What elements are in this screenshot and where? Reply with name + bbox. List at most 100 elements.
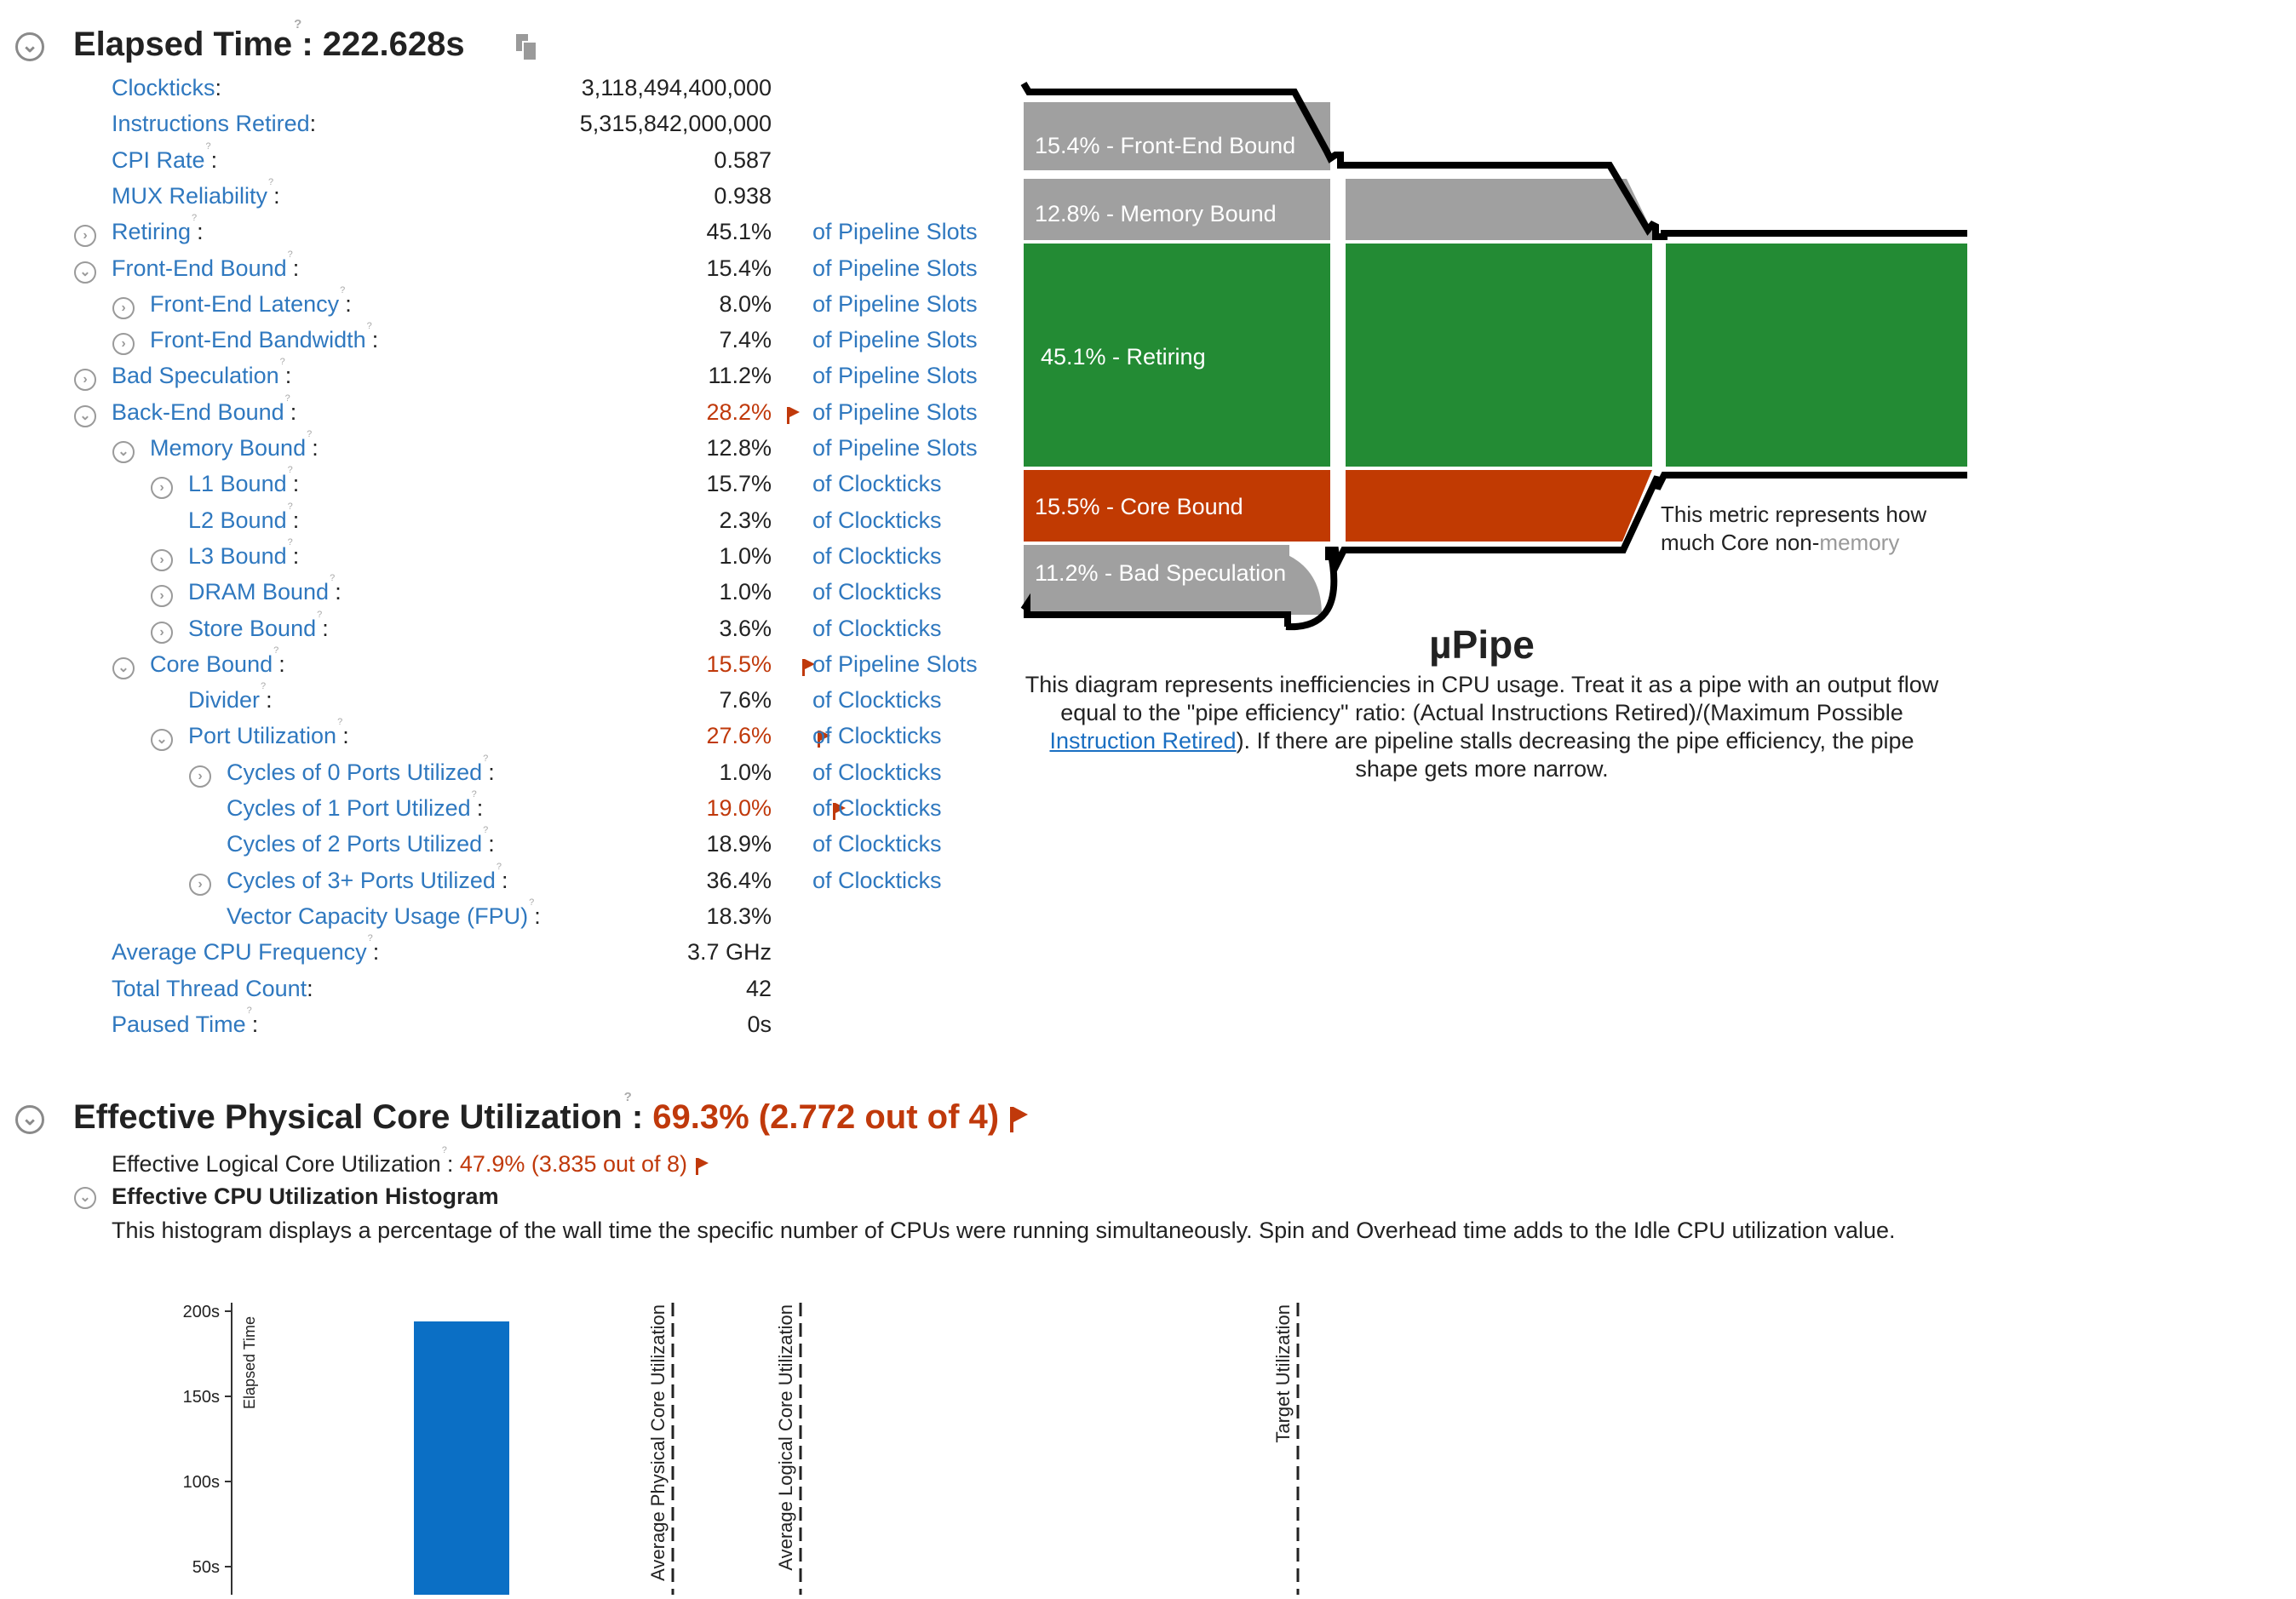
metric-label[interactable]: Clockticks xyxy=(112,75,215,100)
metric-toggle[interactable]: ⌄ xyxy=(74,261,96,284)
metric-toggle[interactable]: › xyxy=(74,369,96,391)
metric-unit[interactable]: of Clockticks xyxy=(812,831,942,857)
metric-unit[interactable]: of Pipeline Slots xyxy=(812,291,978,317)
metric-unit[interactable]: of Clockticks xyxy=(812,759,942,785)
metric-unit[interactable]: of Clockticks xyxy=(812,616,942,641)
metric-label[interactable]: CPI Rate xyxy=(112,147,205,173)
help-icon[interactable]: ? xyxy=(287,249,293,260)
metric-label[interactable]: Paused Time xyxy=(112,1012,246,1037)
upipe-label-retiring[interactable]: 45.1% - Retiring xyxy=(1041,344,1206,370)
help-icon[interactable]: ? xyxy=(366,321,372,331)
metric-label[interactable]: Front-End Latency xyxy=(150,291,340,317)
metric-label[interactable]: Bad Speculation xyxy=(112,363,279,388)
instruction-retired-link[interactable]: Instruction Retired xyxy=(1049,728,1237,754)
metric-label[interactable]: Cycles of 0 Ports Utilized xyxy=(227,759,483,785)
metric-unit[interactable]: of Clockticks xyxy=(812,507,942,533)
help-icon[interactable]: ? xyxy=(273,645,279,656)
metric-unit[interactable]: of Pipeline Slots xyxy=(812,435,978,461)
help-icon[interactable]: ? xyxy=(307,429,313,439)
help-icon[interactable]: ? xyxy=(284,393,290,404)
help-icon[interactable]: ? xyxy=(483,825,489,835)
help-icon[interactable]: ? xyxy=(192,213,198,223)
help-icon[interactable]: ? xyxy=(471,789,477,800)
metric-toggle[interactable]: › xyxy=(189,765,211,788)
metric-unit[interactable]: of Clockticks xyxy=(812,723,942,748)
help-icon[interactable]: ? xyxy=(529,897,535,908)
metric-toggle[interactable]: › xyxy=(151,585,173,607)
metric-label[interactable]: Back-End Bound xyxy=(112,399,284,425)
help-icon[interactable]: ? xyxy=(317,610,323,620)
histogram-bar[interactable] xyxy=(414,1321,509,1595)
metric-unit[interactable]: of Pipeline Slots xyxy=(812,651,978,677)
metric-toggle[interactable]: › xyxy=(112,333,135,355)
metric-toggle[interactable]: ⌄ xyxy=(74,405,96,427)
metric-label[interactable]: Port Utilization xyxy=(188,723,337,748)
metric-toggle[interactable]: › xyxy=(112,297,135,319)
metric-label[interactable]: L2 Bound xyxy=(188,507,287,533)
metric-label[interactable]: Core Bound xyxy=(150,651,273,677)
metric-unit[interactable]: of Clockticks xyxy=(812,868,942,893)
metric-toggle[interactable]: › xyxy=(151,477,173,499)
copy-icon[interactable] xyxy=(516,34,537,61)
metric-toggle[interactable]: › xyxy=(151,622,173,644)
metric-unit[interactable]: of Pipeline Slots xyxy=(812,255,978,281)
help-icon[interactable]: ? xyxy=(330,573,336,583)
metric-unit[interactable]: of Clockticks xyxy=(812,471,942,496)
upipe-label-front-end[interactable]: 15.4% - Front-End Bound xyxy=(1035,133,1296,158)
help-icon[interactable]: ? xyxy=(441,1145,447,1155)
metric-unit[interactable]: of Pipeline Slots xyxy=(812,219,978,244)
core-util-toggle[interactable]: ⌄ xyxy=(15,1105,44,1134)
help-icon[interactable]: ? xyxy=(367,933,373,943)
help-icon[interactable]: ? xyxy=(287,465,293,475)
metric-unit[interactable]: of Clockticks xyxy=(812,795,942,821)
help-icon[interactable]: ? xyxy=(496,862,502,872)
help-icon[interactable]: ? xyxy=(246,1006,252,1016)
help-icon[interactable]: ? xyxy=(337,717,343,727)
upipe-label-core[interactable]: 15.5% - Core Bound xyxy=(1035,494,1243,519)
elapsed-time-toggle[interactable]: ⌄ xyxy=(15,32,44,61)
metric-toggle[interactable]: ⌄ xyxy=(112,441,135,463)
metric-label[interactable]: Memory Bound xyxy=(150,435,307,461)
metric-toggle[interactable]: › xyxy=(189,874,211,896)
metric-unit[interactable]: of Clockticks xyxy=(812,543,942,569)
help-icon[interactable]: ? xyxy=(340,285,346,295)
metric-label[interactable]: Cycles of 2 Ports Utilized xyxy=(227,831,483,857)
metric-toggle[interactable]: ⌄ xyxy=(151,729,173,751)
upipe-label-memory[interactable]: 12.8% - Memory Bound xyxy=(1035,201,1277,226)
metric-value-text: 19.0% xyxy=(706,795,772,821)
metric-label[interactable]: Front-End Bound xyxy=(112,255,287,281)
metric-label[interactable]: Front-End Bandwidth xyxy=(150,327,366,352)
metric-unit[interactable]: of Pipeline Slots xyxy=(812,363,978,388)
metric-label[interactable]: Vector Capacity Usage (FPU) xyxy=(227,903,529,929)
metric-unit[interactable]: of Pipeline Slots xyxy=(812,399,978,425)
metric-label[interactable]: L3 Bound xyxy=(188,543,287,569)
help-icon[interactable]: ? xyxy=(287,537,293,547)
help-icon[interactable]: ? xyxy=(268,177,274,187)
help-icon[interactable]: ? xyxy=(623,1090,632,1104)
help-icon[interactable]: ? xyxy=(205,141,211,152)
metric-label[interactable]: Average CPU Frequency xyxy=(112,939,367,965)
metric-toggle[interactable]: › xyxy=(151,549,173,571)
histogram-toggle[interactable]: ⌄ xyxy=(74,1187,96,1209)
help-icon[interactable]: ? xyxy=(261,681,267,691)
metric-label[interactable]: Store Bound xyxy=(188,616,317,641)
metric-toggle[interactable]: › xyxy=(74,225,96,247)
metric-label[interactable]: Retiring xyxy=(112,219,192,244)
metric-label[interactable]: L1 Bound xyxy=(188,471,287,496)
metric-label[interactable]: Total Thread Count xyxy=(112,976,307,1001)
metric-toggle[interactable]: ⌄ xyxy=(112,657,135,679)
metric-label[interactable]: Instructions Retired xyxy=(112,111,310,136)
help-icon[interactable]: ? xyxy=(483,754,489,764)
help-icon[interactable]: ? xyxy=(279,357,285,367)
metric-unit[interactable]: of Clockticks xyxy=(812,579,942,605)
metric-label[interactable]: Cycles of 3+ Ports Utilized xyxy=(227,868,496,893)
metric-unit[interactable]: of Clockticks xyxy=(812,687,942,713)
metric-label[interactable]: DRAM Bound xyxy=(188,579,330,605)
metric-unit[interactable]: of Pipeline Slots xyxy=(812,327,978,352)
help-icon[interactable]: ? xyxy=(287,501,293,512)
metric-label[interactable]: Divider xyxy=(188,687,261,713)
help-icon[interactable]: ? xyxy=(294,17,302,32)
metric-label[interactable]: Cycles of 1 Port Utilized xyxy=(227,795,471,821)
upipe-label-bad-spec[interactable]: 11.2% - Bad Speculation xyxy=(1035,560,1287,586)
metric-label[interactable]: MUX Reliability xyxy=(112,183,268,209)
